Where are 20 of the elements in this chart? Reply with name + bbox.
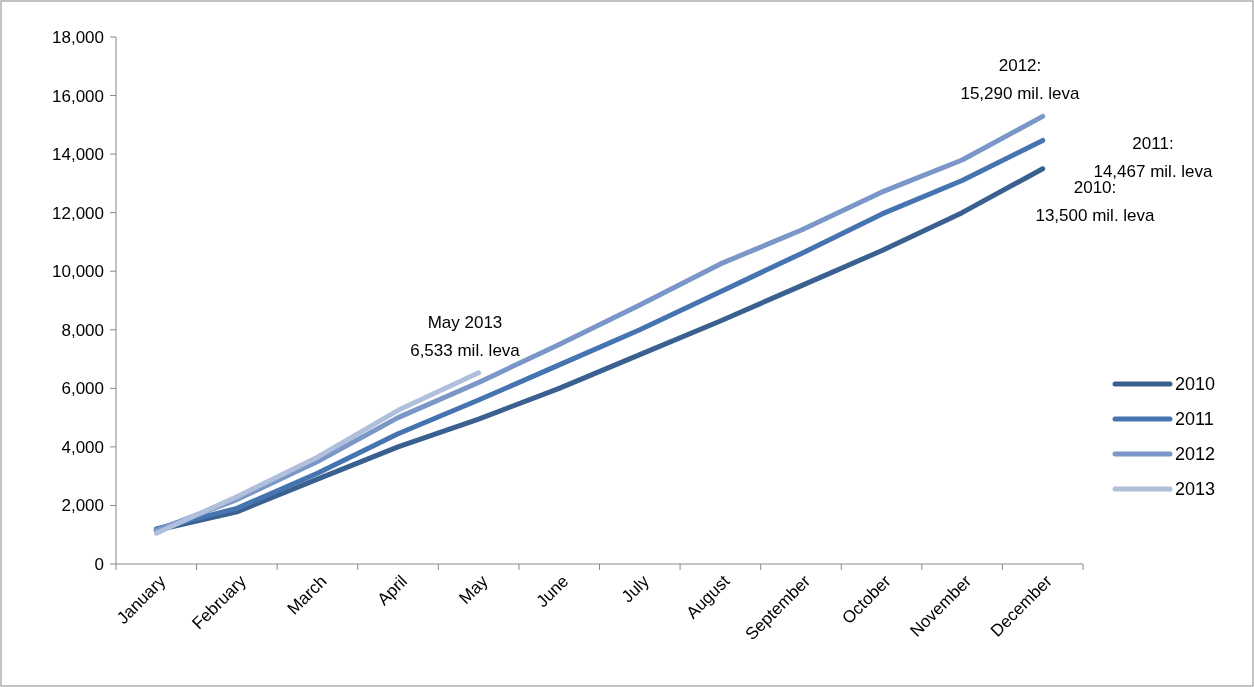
y-tick-label: 6,000 bbox=[61, 379, 104, 399]
x-tick-label: May bbox=[455, 571, 493, 608]
legend-label: 2011 bbox=[1175, 409, 1214, 430]
y-tick-label: 10,000 bbox=[52, 262, 104, 282]
y-tick-label: 8,000 bbox=[61, 320, 104, 340]
x-tick-label: July bbox=[618, 571, 654, 607]
text: 2011: 14,467 mil. leva bbox=[1093, 134, 1214, 181]
y-tick-label: 4,000 bbox=[61, 437, 104, 457]
y-tick-label: 18,000 bbox=[52, 27, 104, 47]
y-tick-label: 0 bbox=[94, 554, 104, 574]
y-tick-label: 2,000 bbox=[61, 496, 104, 516]
annotation: 2010: 13,500 mil. leva bbox=[1035, 178, 1156, 225]
legend-label: 2010 bbox=[1175, 374, 1216, 395]
annotation: 2012: 15,290 mil. leva bbox=[960, 56, 1081, 103]
annotation: May 2013 6,533 mil. leva bbox=[410, 313, 521, 360]
legend-label: 2012 bbox=[1175, 444, 1216, 465]
legend-label: 2013 bbox=[1175, 479, 1216, 500]
y-tick-label: 16,000 bbox=[52, 86, 104, 106]
y-tick-label: 12,000 bbox=[52, 203, 104, 223]
y-tick-label: 14,000 bbox=[52, 145, 104, 165]
